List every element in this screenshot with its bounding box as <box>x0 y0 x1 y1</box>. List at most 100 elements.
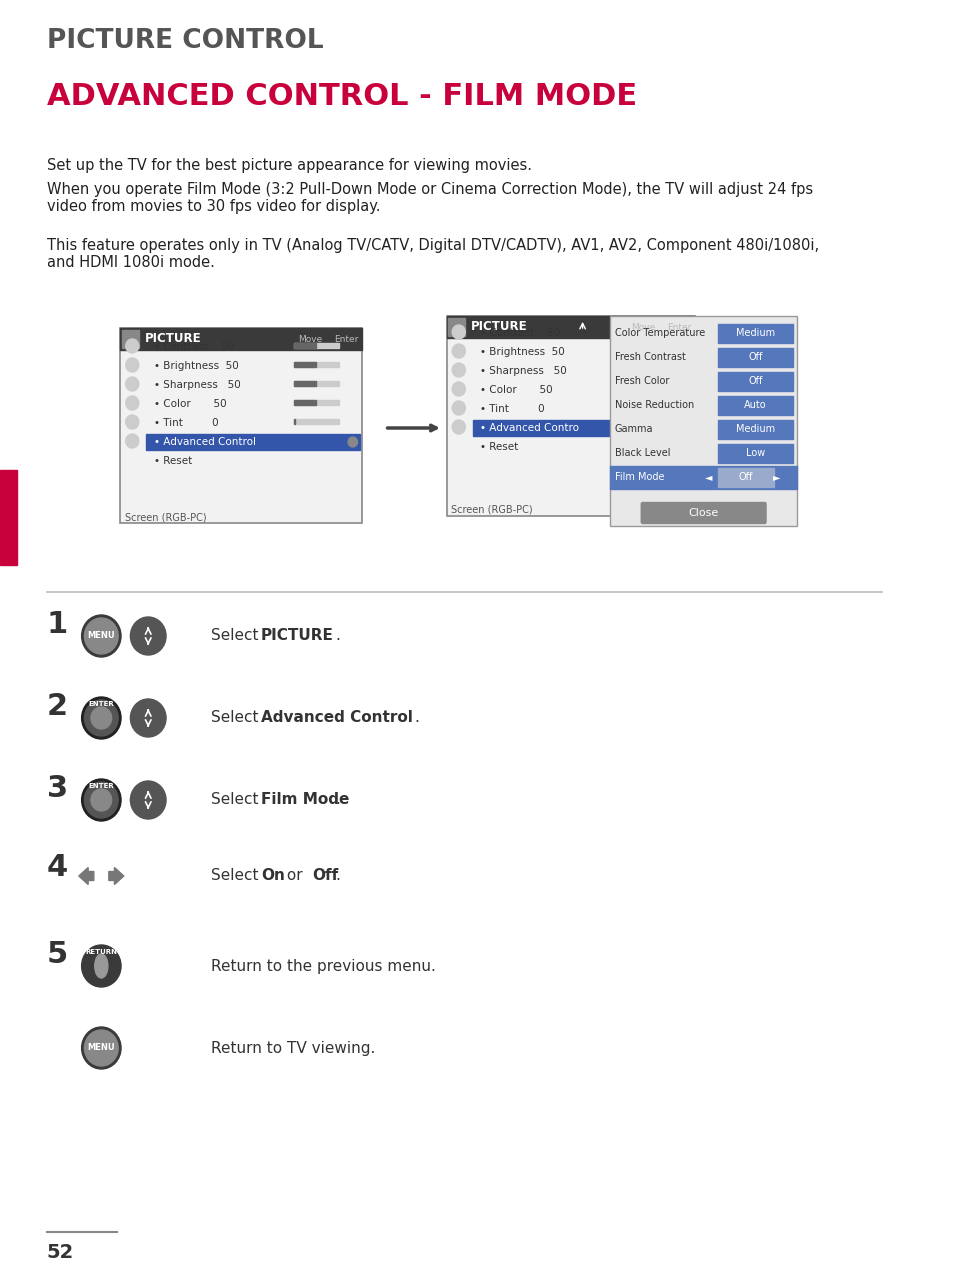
Text: .: . <box>336 868 341 883</box>
Text: • Brightness  50: • Brightness 50 <box>481 347 565 357</box>
Bar <box>613 329 636 334</box>
Text: • Brightness  50: • Brightness 50 <box>154 361 238 371</box>
Circle shape <box>84 782 118 819</box>
Text: or: or <box>282 868 308 883</box>
Text: Move: Move <box>632 323 656 332</box>
Text: • Tint         0: • Tint 0 <box>481 404 545 414</box>
Text: • Sharpness   50: • Sharpness 50 <box>481 366 567 376</box>
Text: ►: ► <box>773 472 781 482</box>
Bar <box>473 419 693 436</box>
Bar <box>294 400 316 405</box>
Text: When you operate Film Mode (3:2 Pull-Down Mode or Cinema Correction Mode), the T: When you operate Film Mode (3:2 Pull-Dow… <box>47 182 813 215</box>
Text: Gamma: Gamma <box>614 425 653 433</box>
Bar <box>610 316 797 526</box>
Text: Screen (RGB-PC): Screen (RGB-PC) <box>125 512 206 522</box>
Text: MENU: MENU <box>87 632 115 641</box>
Text: Enter: Enter <box>667 323 692 332</box>
FancyArrow shape <box>78 868 94 885</box>
Text: Select: Select <box>211 868 264 883</box>
Bar <box>718 324 793 343</box>
Circle shape <box>453 419 465 433</box>
Text: Medium: Medium <box>735 425 775 433</box>
Text: Advanced Control: Advanced Control <box>261 710 413 726</box>
Text: • Sharpness   50: • Sharpness 50 <box>154 380 240 390</box>
Circle shape <box>84 700 118 736</box>
Circle shape <box>453 383 465 397</box>
Text: • Contrast    50: • Contrast 50 <box>154 342 234 352</box>
Bar <box>294 362 316 367</box>
Bar <box>447 316 695 516</box>
Text: MENU: MENU <box>87 1043 115 1052</box>
Circle shape <box>81 1027 121 1069</box>
Text: Return to the previous menu.: Return to the previous menu. <box>211 958 436 974</box>
Ellipse shape <box>95 955 108 977</box>
Bar <box>294 343 339 348</box>
Text: Off: Off <box>738 472 753 482</box>
Text: PICTURE: PICTURE <box>471 320 527 333</box>
Text: Off: Off <box>748 352 763 362</box>
Bar <box>294 419 339 425</box>
Bar <box>120 328 362 522</box>
Bar <box>146 433 360 450</box>
Text: • Advanced Contro: • Advanced Contro <box>481 423 579 433</box>
Text: Noise Reduction: Noise Reduction <box>614 400 694 411</box>
Text: RETURN: RETURN <box>85 949 117 955</box>
Text: PICTURE CONTROL: PICTURE CONTROL <box>4 609 14 712</box>
Bar <box>613 386 636 391</box>
Text: PICTURE: PICTURE <box>144 333 202 346</box>
Text: Set up the TV for the best picture appearance for viewing movies.: Set up the TV for the best picture appea… <box>47 158 532 173</box>
Circle shape <box>453 344 465 358</box>
Bar <box>294 381 316 386</box>
Circle shape <box>131 616 166 655</box>
Circle shape <box>81 615 121 657</box>
Circle shape <box>126 377 139 391</box>
Text: • Tint         0: • Tint 0 <box>154 418 218 428</box>
Text: .: . <box>415 710 420 726</box>
Text: • Contrast    50: • Contrast 50 <box>481 328 561 338</box>
Bar <box>610 466 797 489</box>
Text: 5: 5 <box>47 941 68 969</box>
Text: 1: 1 <box>47 610 68 639</box>
Bar <box>718 444 793 463</box>
Text: • Reset: • Reset <box>481 442 518 452</box>
Text: • Color       50: • Color 50 <box>154 399 227 409</box>
Text: Close: Close <box>689 508 719 519</box>
Bar <box>613 348 659 353</box>
Bar <box>718 348 793 367</box>
Text: 2: 2 <box>47 691 68 721</box>
Bar <box>447 316 695 338</box>
Text: Fresh Contrast: Fresh Contrast <box>614 352 685 362</box>
Text: Fresh Color: Fresh Color <box>614 376 669 386</box>
Circle shape <box>453 325 465 339</box>
Text: Select: Select <box>211 793 264 807</box>
Text: Low: Low <box>745 447 765 458</box>
Text: Return to TV viewing.: Return to TV viewing. <box>211 1041 375 1055</box>
Text: • Reset: • Reset <box>154 456 192 466</box>
Bar <box>613 405 659 411</box>
Text: Screen (RGB-PC): Screen (RGB-PC) <box>452 505 533 515</box>
Circle shape <box>126 358 139 372</box>
Text: ENTER: ENTER <box>88 702 114 707</box>
Text: 4: 4 <box>47 853 68 882</box>
Bar <box>613 329 659 334</box>
Circle shape <box>348 437 358 447</box>
Circle shape <box>126 339 139 353</box>
Text: .: . <box>336 628 341 643</box>
Circle shape <box>126 433 139 447</box>
Circle shape <box>131 780 166 819</box>
FancyBboxPatch shape <box>641 502 766 524</box>
Bar <box>294 381 339 386</box>
Bar <box>294 400 339 405</box>
Circle shape <box>126 416 139 430</box>
Text: Select: Select <box>211 628 264 643</box>
Circle shape <box>126 397 139 411</box>
Bar <box>294 343 316 348</box>
FancyArrow shape <box>109 868 124 885</box>
Bar <box>122 330 139 348</box>
Bar <box>613 386 659 391</box>
Text: Film Mode: Film Mode <box>261 793 349 807</box>
Circle shape <box>131 699 166 737</box>
Bar <box>613 367 636 372</box>
Text: Auto: Auto <box>744 400 766 411</box>
Circle shape <box>81 946 121 988</box>
